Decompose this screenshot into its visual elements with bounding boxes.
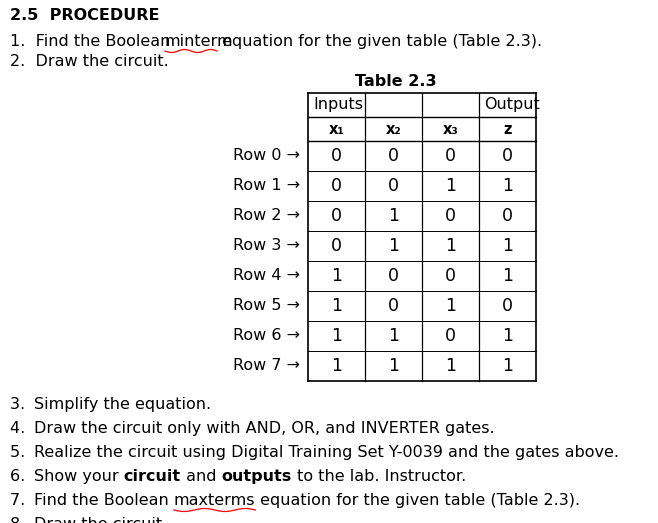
Text: 3.: 3. bbox=[10, 397, 36, 412]
Text: 0: 0 bbox=[502, 207, 513, 225]
Text: 4.: 4. bbox=[10, 421, 36, 436]
Text: 0: 0 bbox=[445, 327, 456, 345]
Text: x₁: x₁ bbox=[328, 121, 344, 137]
Text: 0: 0 bbox=[445, 267, 456, 285]
Text: 1: 1 bbox=[331, 357, 342, 375]
Text: Draw the circuit only with AND, OR, and INVERTER gates.: Draw the circuit only with AND, OR, and … bbox=[34, 421, 495, 436]
Text: Row 6 →: Row 6 → bbox=[233, 328, 300, 344]
Text: Show your: Show your bbox=[34, 469, 124, 484]
Text: 1: 1 bbox=[502, 267, 513, 285]
Text: Realize the circuit using Digital Training Set Y-0039 and the gates above.: Realize the circuit using Digital Traini… bbox=[34, 445, 619, 460]
Text: Table 2.3: Table 2.3 bbox=[355, 74, 437, 89]
Text: 2.5  PROCEDURE: 2.5 PROCEDURE bbox=[10, 8, 159, 23]
Text: 0: 0 bbox=[331, 147, 342, 165]
Text: 1: 1 bbox=[331, 297, 342, 315]
Text: 1: 1 bbox=[502, 357, 513, 375]
Text: 0: 0 bbox=[331, 207, 342, 225]
Text: x₂: x₂ bbox=[386, 121, 401, 137]
Text: equation for the given table (Table 2.3).: equation for the given table (Table 2.3)… bbox=[255, 493, 580, 508]
Text: 7.: 7. bbox=[10, 493, 36, 508]
Text: 0: 0 bbox=[445, 147, 456, 165]
Text: 0: 0 bbox=[388, 267, 399, 285]
Text: Output: Output bbox=[484, 97, 540, 112]
Text: 0: 0 bbox=[388, 147, 399, 165]
Text: 1: 1 bbox=[388, 207, 399, 225]
Text: 1: 1 bbox=[388, 237, 399, 255]
Text: Row 2 →: Row 2 → bbox=[233, 209, 300, 223]
Text: 2.  Draw the circuit.: 2. Draw the circuit. bbox=[10, 54, 168, 69]
Text: x₃: x₃ bbox=[443, 121, 459, 137]
Text: Row 0 →: Row 0 → bbox=[233, 149, 300, 164]
Text: 5.: 5. bbox=[10, 445, 36, 460]
Text: 1: 1 bbox=[502, 327, 513, 345]
Text: 1: 1 bbox=[331, 327, 342, 345]
Text: Row 4 →: Row 4 → bbox=[233, 268, 300, 283]
Text: 1: 1 bbox=[331, 267, 342, 285]
Text: Draw the circuit.: Draw the circuit. bbox=[34, 517, 167, 523]
Text: Row 7 →: Row 7 → bbox=[233, 358, 300, 373]
Text: 1: 1 bbox=[502, 177, 513, 195]
Text: 1: 1 bbox=[445, 357, 456, 375]
Text: Simplify the equation.: Simplify the equation. bbox=[34, 397, 211, 412]
Text: 1: 1 bbox=[445, 297, 456, 315]
Text: equation for the given table (Table 2.3).: equation for the given table (Table 2.3)… bbox=[217, 34, 542, 49]
Text: 0: 0 bbox=[445, 207, 456, 225]
Text: maxterms: maxterms bbox=[174, 493, 255, 508]
Text: 0: 0 bbox=[331, 237, 342, 255]
Text: and: and bbox=[181, 469, 222, 484]
Text: 1: 1 bbox=[502, 237, 513, 255]
Text: Row 5 →: Row 5 → bbox=[233, 299, 300, 313]
Text: z: z bbox=[503, 121, 512, 137]
Text: 1: 1 bbox=[445, 177, 456, 195]
Text: to the lab. Instructor.: to the lab. Instructor. bbox=[291, 469, 466, 484]
Text: Find the Boolean: Find the Boolean bbox=[34, 493, 174, 508]
Text: 0: 0 bbox=[502, 147, 513, 165]
Text: 1: 1 bbox=[388, 327, 399, 345]
Text: 0: 0 bbox=[331, 177, 342, 195]
Text: Inputs: Inputs bbox=[313, 97, 363, 112]
Text: 1.  Find the Boolean: 1. Find the Boolean bbox=[10, 34, 176, 49]
Text: 0: 0 bbox=[502, 297, 513, 315]
Text: Row 3 →: Row 3 → bbox=[233, 238, 300, 254]
Text: minterm: minterm bbox=[165, 34, 234, 49]
Text: 8.: 8. bbox=[10, 517, 36, 523]
Text: outputs: outputs bbox=[222, 469, 291, 484]
Text: 1: 1 bbox=[445, 237, 456, 255]
Text: 1: 1 bbox=[388, 357, 399, 375]
Text: Row 1 →: Row 1 → bbox=[233, 178, 300, 194]
Text: circuit: circuit bbox=[124, 469, 181, 484]
Text: 6.: 6. bbox=[10, 469, 36, 484]
Text: 0: 0 bbox=[388, 177, 399, 195]
Text: 0: 0 bbox=[388, 297, 399, 315]
